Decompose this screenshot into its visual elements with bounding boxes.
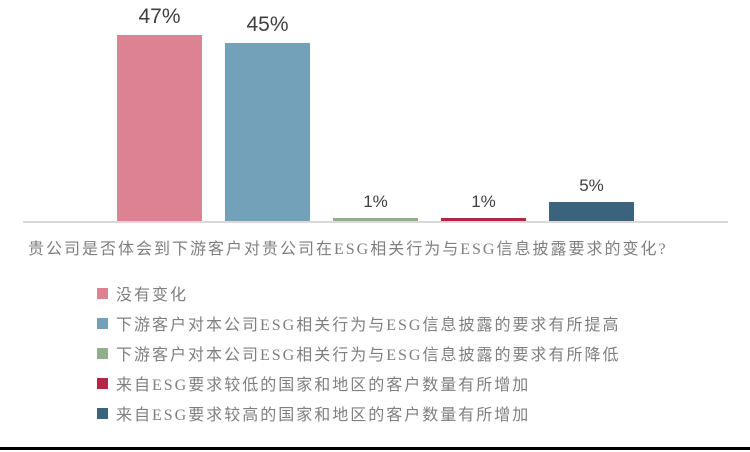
legend-label: 下游客户对本公司ESG相关行为与ESG信息披露的要求有所提高 <box>116 317 621 334</box>
legend-item-5: 来自ESG要求较高的国家和地区的客户数量有所增加 <box>97 398 620 428</box>
bar-value-label-2: 45% <box>246 13 289 36</box>
legend: 没有变化下游客户对本公司ESG相关行为与ESG信息披露的要求有所提高 下游客户对本… <box>97 278 620 428</box>
bar-value-label-3: 1% <box>363 192 388 211</box>
legend-label: 来自ESG要求较低的国家和地区的客户数量有所增加 <box>116 377 531 394</box>
chart-question-caption: 贵公司是否体会到下游客户对贵公司在ESG相关行为与ESG信息披露要求的变化? <box>28 241 668 258</box>
legend-item-2: 下游客户对本公司ESG相关行为与ESG信息披露的要求有所提高 <box>97 308 620 338</box>
legend-swatch-icon <box>97 347 108 359</box>
legend-label: 来自ESG要求较高的国家和地区的客户数量有所增加 <box>116 407 531 424</box>
bar-3 <box>333 218 418 222</box>
bar-value-label-5: 5% <box>579 176 604 195</box>
legend-swatch-icon <box>97 407 108 419</box>
bar-value-label-4: 1% <box>471 192 496 211</box>
bar-2 <box>225 43 310 222</box>
x-axis-line <box>23 221 728 223</box>
bar-1 <box>117 35 202 222</box>
bar-5 <box>549 202 634 222</box>
bar-value-label-1: 47% <box>138 5 181 28</box>
bar-4 <box>441 218 526 222</box>
bottom-divider <box>0 447 750 450</box>
legend-swatch-icon <box>97 287 108 299</box>
legend-swatch-icon <box>97 377 108 389</box>
legend-item-4: 来自ESG要求较低的国家和地区的客户数量有所增加 <box>97 368 620 398</box>
legend-item-3: 下游客户对本公司ESG相关行为与ESG信息披露的要求有所降低 <box>97 338 620 368</box>
legend-swatch-icon <box>97 317 108 329</box>
legend-item-1: 没有变化 <box>97 278 620 308</box>
legend-label: 没有变化 <box>116 287 189 304</box>
legend-label: 下游客户对本公司ESG相关行为与ESG信息披露的要求有所降低 <box>116 347 621 364</box>
